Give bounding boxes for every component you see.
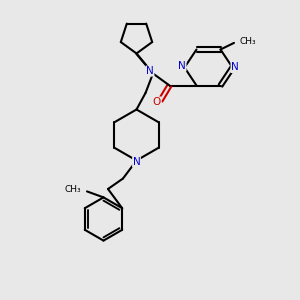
Text: N: N [231,62,239,73]
Text: N: N [178,61,186,71]
Text: O: O [153,97,161,107]
Text: N: N [133,157,140,167]
Text: N: N [146,66,154,76]
Text: CH₃: CH₃ [65,185,82,194]
Text: CH₃: CH₃ [239,37,256,46]
